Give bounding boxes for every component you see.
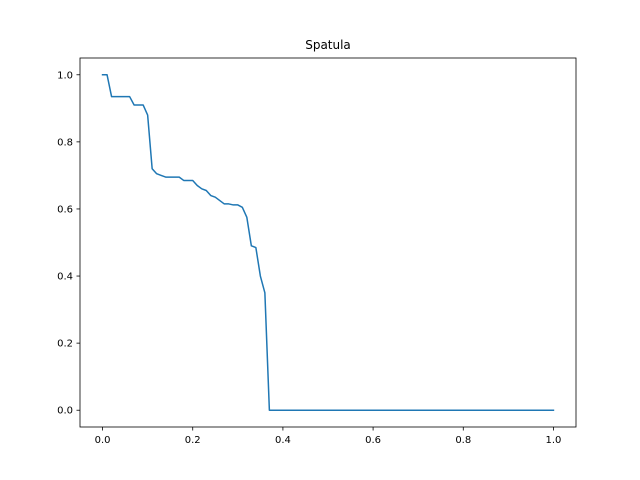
x-tick-label: 1.0 xyxy=(546,435,562,446)
y-tick-label: 0.8 xyxy=(57,137,73,148)
x-tick-label: 0.0 xyxy=(95,435,111,446)
axes-frame xyxy=(79,57,577,428)
y-tick-label: 1.0 xyxy=(57,70,73,81)
y-tick-label: 0.4 xyxy=(57,272,73,283)
y-tick-label: 0.0 xyxy=(57,406,73,417)
x-tick-label: 0.8 xyxy=(455,435,471,446)
x-tick-label: 0.4 xyxy=(275,435,291,446)
plot-area: 0.0 0.2 0.4 0.6 0.8 1.0 0.0 0.2 0.4 0.6 0.8 1.0 xyxy=(57,57,577,446)
chart-title: Spatula xyxy=(305,38,351,52)
x-tick-label: 0.2 xyxy=(185,435,201,446)
x-tick-label: 0.6 xyxy=(365,435,381,446)
series-line-0 xyxy=(101,74,555,411)
y-tick-label: 0.6 xyxy=(57,204,73,215)
y-tick-label: 0.2 xyxy=(57,339,73,350)
